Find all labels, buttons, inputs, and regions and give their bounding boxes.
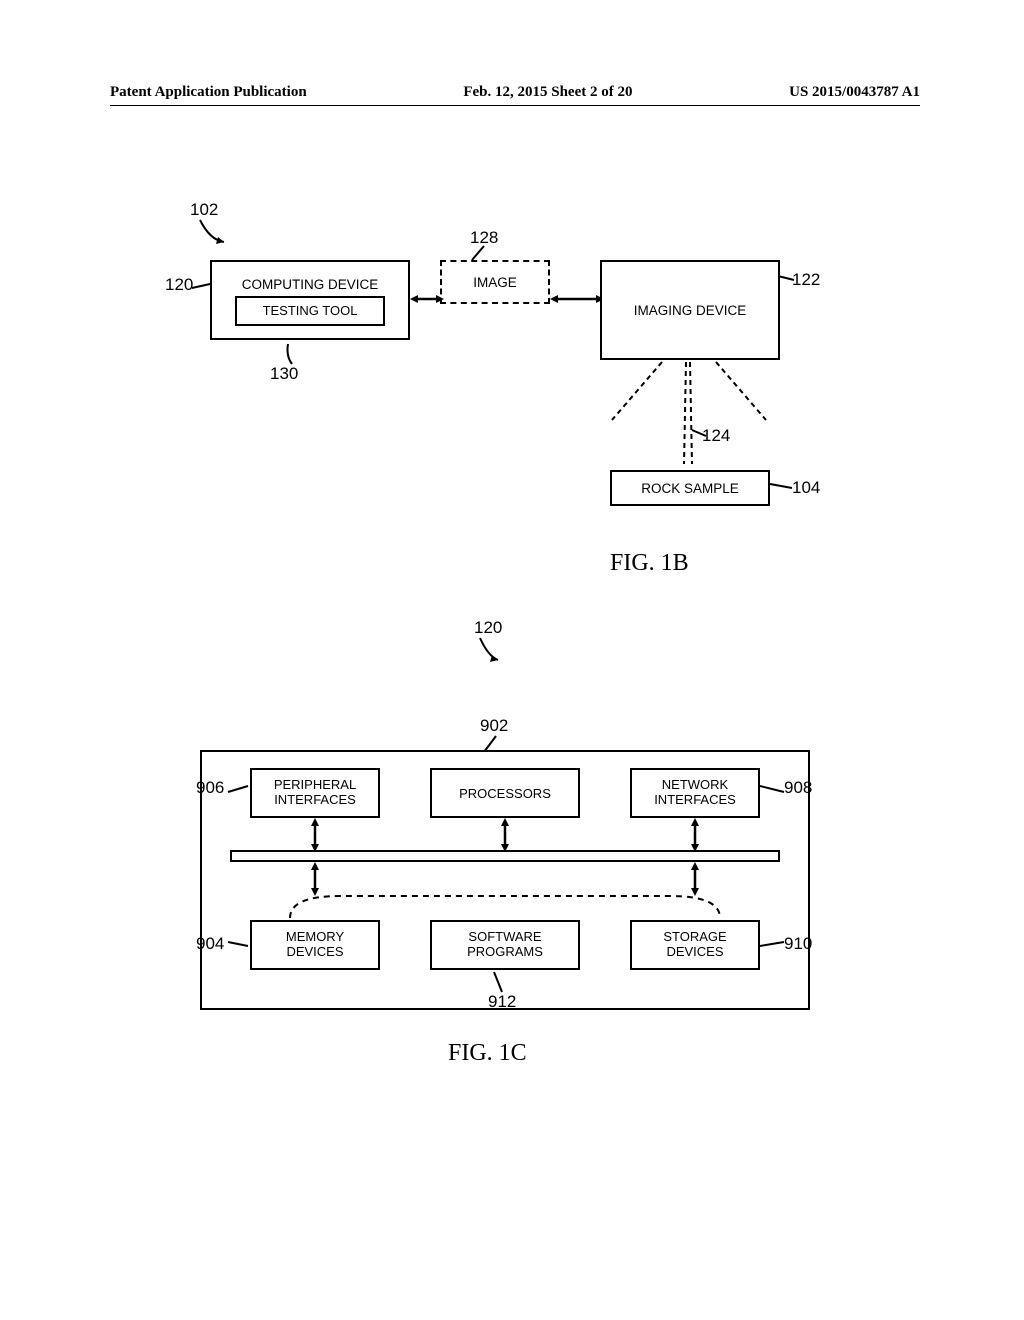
fig1b-caption: FIG. 1B [610,550,689,577]
ref-912: 912 [488,992,516,1012]
testing-tool-box: TESTING TOOL [235,296,385,326]
ref-910: 910 [784,934,812,954]
figure-1b: 102 COMPUTING DEVICE TESTING TOOL 120 13… [170,200,850,560]
ref-102: 102 [190,200,218,220]
arrow-network-bus [688,818,702,852]
network-box: NETWORK INTERFACES [630,768,760,818]
imaging-device-label: IMAGING DEVICE [634,303,747,318]
rock-sample-box: ROCK SAMPLE [610,470,770,506]
leader-912 [490,970,508,994]
leader-908 [758,782,786,796]
arrow-processors-bus [498,818,512,852]
header-middle: Feb. 12, 2015 Sheet 2 of 20 [463,84,632,101]
computing-device-label: COMPUTING DEVICE [242,277,379,292]
leader-124 [690,426,708,440]
network-label: NETWORK INTERFACES [654,778,736,808]
software-label: SOFTWARE PROGRAMS [467,930,543,960]
leader-102 [198,218,234,248]
leader-904 [226,938,252,952]
ref-122: 122 [792,270,820,290]
header-right: US 2015/0043787 A1 [789,84,920,101]
rock-sample-label: ROCK SAMPLE [641,481,739,496]
imaging-cone [602,360,782,470]
image-box: IMAGE [440,260,550,304]
ref-120-fig1c: 120 [474,618,502,638]
computing-device-box: COMPUTING DEVICE TESTING TOOL [210,260,410,340]
memory-box: MEMORY DEVICES [250,920,380,970]
leader-120 [188,278,214,290]
processors-box: PROCESSORS [430,768,580,818]
testing-tool-label: TESTING TOOL [263,303,358,318]
leader-910 [758,938,786,952]
imaging-device-box: IMAGING DEVICE [600,260,780,360]
ref-908: 908 [784,778,812,798]
arrow-peripheral-bus [308,818,322,852]
software-box: SOFTWARE PROGRAMS [430,920,580,970]
leader-104 [768,480,794,494]
peripheral-label: PERIPHERAL INTERFACES [274,778,356,808]
memory-label: MEMORY DEVICES [286,930,344,960]
page-header: Patent Application Publication Feb. 12, … [110,84,920,101]
image-label: IMAGE [473,275,517,290]
ref-104: 104 [792,478,820,498]
leader-906 [226,782,252,796]
storage-box: STORAGE DEVICES [630,920,760,970]
ref-130: 130 [270,364,298,384]
arrow-image-device [550,292,604,306]
bus-bar [230,850,780,862]
storage-label: STORAGE DEVICES [663,930,726,960]
dashed-span [280,890,730,920]
header-left: Patent Application Publication [110,84,307,101]
leader-130 [278,342,296,366]
ref-904: 904 [196,934,224,954]
header-rule [110,105,920,106]
leader-120-fig1c [478,636,506,666]
processors-label: PROCESSORS [459,786,551,801]
page: Patent Application Publication Feb. 12, … [0,0,1024,1320]
arrow-cd-image [410,292,444,306]
peripheral-box: PERIPHERAL INTERFACES [250,768,380,818]
fig1c-caption: FIG. 1C [448,1040,527,1067]
leader-122 [776,272,796,286]
ref-906: 906 [196,778,224,798]
ref-902: 902 [480,716,508,736]
